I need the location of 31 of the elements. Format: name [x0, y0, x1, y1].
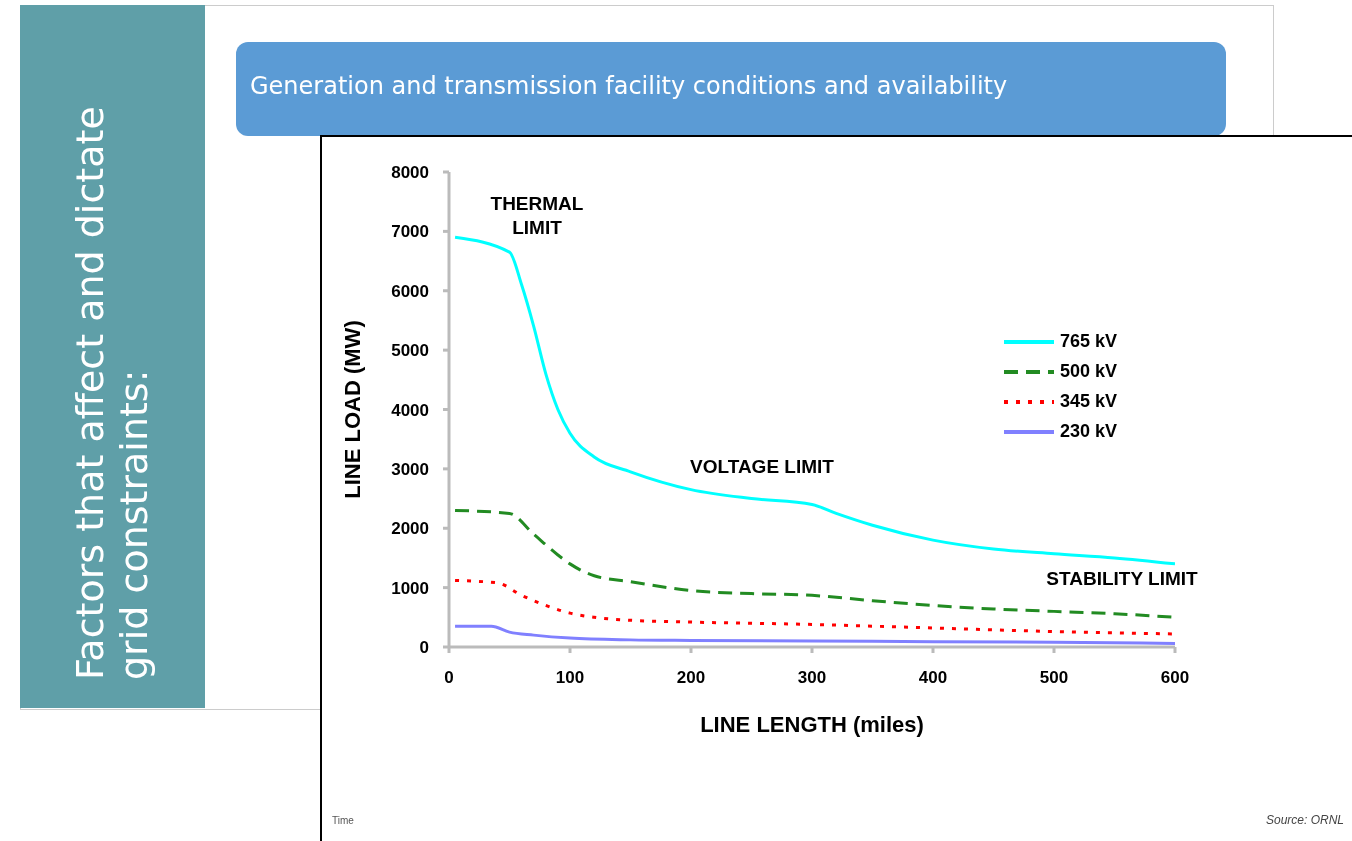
line-series	[453, 624, 1175, 645]
y-tick-label: 5000	[391, 341, 429, 361]
text: Generation and transmission facility conditions and availability	[236, 42, 1226, 136]
y-axis-title: LINE LOAD (MW)	[339, 320, 365, 499]
legend-label: 765 kV	[1060, 330, 1118, 351]
x-tick-label: 200	[676, 668, 706, 688]
text: Time	[332, 815, 354, 826]
annotation: VOLTAGE LIMIT	[689, 455, 835, 479]
legend-label: 230 kV	[1060, 420, 1118, 441]
x-tick-label: 300	[797, 668, 827, 688]
y-tick-label: 6000	[391, 281, 429, 301]
legend-label: 500 kV	[1060, 360, 1118, 381]
x-tick-label: 400	[918, 668, 948, 688]
line-series	[453, 235, 1175, 566]
y-tick-label: 0	[419, 638, 429, 658]
y-tick-label: 1000	[391, 578, 429, 598]
x-axis-title: LINE LENGTH (miles)	[700, 712, 924, 737]
y-tick-label: 7000	[391, 222, 429, 242]
annotation: THERMAL LIMIT	[489, 192, 585, 240]
x-tick-label: 0	[444, 668, 454, 688]
y-tick-label: 8000	[391, 163, 429, 183]
x-tick-label: 600	[1160, 668, 1190, 688]
y-tick-label: 4000	[391, 400, 429, 420]
text: Factors that affect and dictate grid constraints:	[68, 105, 156, 680]
source-note: Source: ORNL	[1265, 813, 1344, 827]
x-tick-label: 500	[1039, 668, 1069, 688]
legend-label: 345 kV	[1060, 390, 1118, 411]
y-tick-label: 2000	[391, 519, 429, 539]
x-tick-label: 100	[555, 668, 585, 688]
annotation: STABILITY LIMIT	[1045, 567, 1199, 591]
y-tick-label: 3000	[391, 459, 429, 479]
